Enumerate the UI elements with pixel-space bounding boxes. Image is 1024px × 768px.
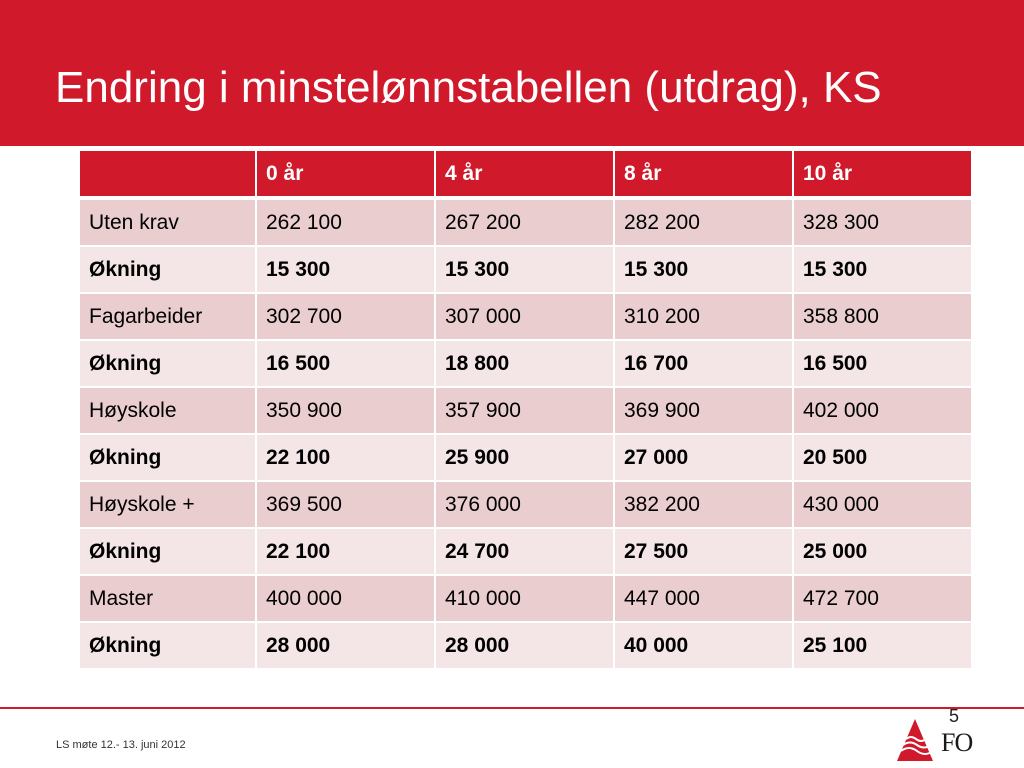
header-cell-0-years: 0 år	[255, 149, 436, 200]
table-cell: 262 100	[255, 197, 436, 247]
logo-text: FO	[941, 728, 973, 757]
table-cell: 430 000	[792, 480, 973, 529]
table-cell: 402 000	[792, 386, 973, 435]
table-cell: 358 800	[792, 292, 973, 341]
table-cell: 18 800	[434, 339, 615, 388]
table-cell: 40 000	[613, 621, 794, 670]
table-cell: 267 200	[434, 197, 615, 247]
table-cell: 400 000	[255, 574, 436, 623]
table-row: Uten krav 262 100 267 200 282 200 328 30…	[78, 197, 973, 247]
table-cell: 22 100	[255, 527, 436, 576]
table-cell: 15 300	[792, 245, 973, 294]
slide-title: Endring i minstelønnstabellen (utdrag), …	[55, 63, 882, 112]
table-row: Fagarbeider 302 700 307 000 310 200 358 …	[78, 292, 973, 341]
table-cell: 382 200	[613, 480, 794, 529]
header-cell-8-years: 8 år	[613, 149, 794, 200]
table-cell: 16 500	[792, 339, 973, 388]
table-cell: 15 300	[613, 245, 794, 294]
row-label: Økning	[78, 339, 257, 388]
page-number: 5	[949, 706, 960, 726]
table-cell: 307 000	[434, 292, 615, 341]
table-cell: 27 000	[613, 433, 794, 482]
table-cell: 282 200	[613, 197, 794, 247]
salary-table-container: 0 år 4 år 8 år 10 år Uten krav 262 100 2…	[78, 149, 973, 670]
row-label: Økning	[78, 621, 257, 670]
table-row: Økning 22 100 24 700 27 500 25 000	[78, 527, 973, 576]
table-cell: 369 900	[613, 386, 794, 435]
header-cell-4-years: 4 år	[434, 149, 615, 200]
table-cell: 357 900	[434, 386, 615, 435]
table-cell: 15 300	[434, 245, 615, 294]
table-row: Høyskole + 369 500 376 000 382 200 430 0…	[78, 480, 973, 529]
table-cell: 22 100	[255, 433, 436, 482]
table-row: Høyskole 350 900 357 900 369 900 402 000	[78, 386, 973, 435]
header-cell-10-years: 10 år	[792, 149, 973, 200]
table-cell: 310 200	[613, 292, 794, 341]
table-cell: 20 500	[792, 433, 973, 482]
table-row: Økning 22 100 25 900 27 000 20 500	[78, 433, 973, 482]
table-row: Master 400 000 410 000 447 000 472 700	[78, 574, 973, 623]
table-cell: 16 500	[255, 339, 436, 388]
table-cell: 369 500	[255, 480, 436, 529]
table-cell: 376 000	[434, 480, 615, 529]
row-label: Uten krav	[78, 197, 257, 247]
table-cell: 28 000	[255, 621, 436, 670]
table-cell: 447 000	[613, 574, 794, 623]
table-cell: 410 000	[434, 574, 615, 623]
table-cell: 25 000	[792, 527, 973, 576]
row-label: Økning	[78, 527, 257, 576]
row-label: Økning	[78, 433, 257, 482]
footer-divider	[0, 707, 1024, 709]
row-label: Økning	[78, 245, 257, 294]
fo-logo-icon	[897, 719, 934, 761]
table-cell: 24 700	[434, 527, 615, 576]
row-label: Høyskole	[78, 386, 257, 435]
table-cell: 25 100	[792, 621, 973, 670]
row-label: Høyskole +	[78, 480, 257, 529]
table-cell: 472 700	[792, 574, 973, 623]
table-cell: 350 900	[255, 386, 436, 435]
table-header-row: 0 år 4 år 8 år 10 år	[78, 149, 973, 200]
table-row: Økning 15 300 15 300 15 300 15 300	[78, 245, 973, 294]
salary-table: 0 år 4 år 8 år 10 år Uten krav 262 100 2…	[78, 149, 973, 670]
table-cell: 15 300	[255, 245, 436, 294]
header-cell-empty	[78, 149, 257, 200]
table-cell: 302 700	[255, 292, 436, 341]
footer-text: LS møte 12.- 13. juni 2012	[56, 739, 186, 751]
table-cell: 25 900	[434, 433, 615, 482]
row-label: Master	[78, 574, 257, 623]
table-row: Økning 16 500 18 800 16 700 16 500	[78, 339, 973, 388]
table-cell: 16 700	[613, 339, 794, 388]
title-banner: Endring i minstelønnstabellen (utdrag), …	[0, 0, 1024, 146]
table-cell: 28 000	[434, 621, 615, 670]
row-label: Fagarbeider	[78, 292, 257, 341]
table-row: Økning 28 000 28 000 40 000 25 100	[78, 621, 973, 670]
table-cell: 328 300	[792, 197, 973, 247]
table-cell: 27 500	[613, 527, 794, 576]
